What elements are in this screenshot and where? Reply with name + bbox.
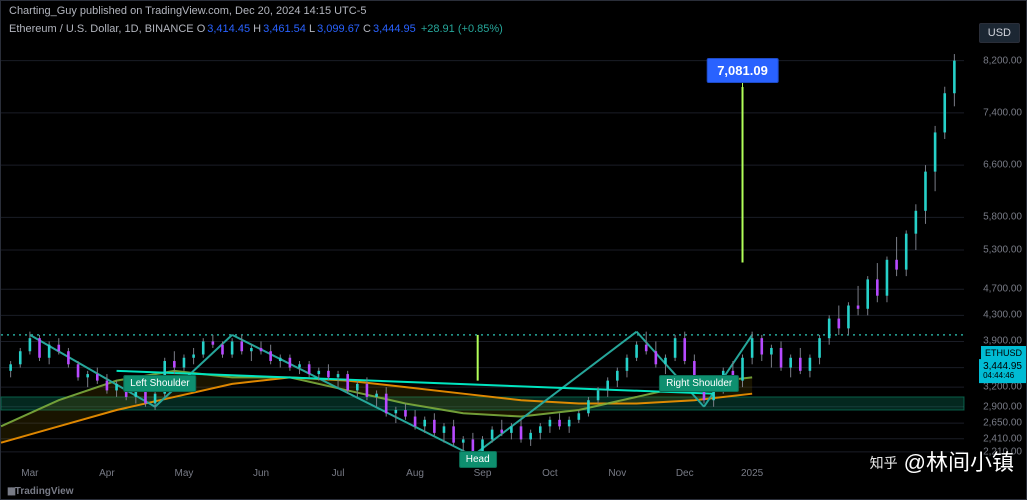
price-target-label: 7,081.09 [706, 58, 779, 83]
y-tick: 2,210.00 [983, 446, 1022, 457]
y-axis: 8,200.00 7,400.00 6,600.00 5,800.00 5,300.00… [964, 41, 1026, 459]
currency-badge[interactable]: USD [979, 23, 1020, 43]
ohlc-readout: Ethereum / U.S. Dollar, 1D, BINANCE O3,4… [9, 23, 503, 35]
y-tick: 6,600.00 [983, 160, 1022, 171]
y-tick: 8,200.00 [983, 55, 1022, 66]
x-tick: Jul [332, 468, 345, 479]
x-tick: May [175, 468, 194, 479]
publish-header: Charting_Guy published on TradingView.co… [1, 1, 1026, 23]
x-tick: Mar [21, 468, 38, 479]
x-tick: 2025 [741, 468, 763, 479]
chart-frame: Charting_Guy published on TradingView.co… [0, 0, 1027, 500]
x-axis: Mar Apr May Jun Jul Aug Sep Oct Nov Dec 2025 [1, 461, 964, 481]
y-tick: 2,900.00 [983, 401, 1022, 412]
y-tick: 4,300.00 [983, 310, 1022, 321]
x-tick: Apr [99, 468, 115, 479]
y-tick: 5,300.00 [983, 245, 1022, 256]
tradingview-logo: TradingView [7, 486, 74, 497]
symbol-tag: ETHUSD [981, 346, 1026, 360]
x-tick: Dec [676, 468, 694, 479]
y-tick: 5,800.00 [983, 212, 1022, 223]
y-tick: 7,400.00 [983, 107, 1022, 118]
y-tick: 2,410.00 [983, 433, 1022, 444]
x-tick: Nov [608, 468, 626, 479]
y-tick: 2,650.00 [983, 418, 1022, 429]
last-price-tag: 3,444.9504:44:46 [979, 359, 1026, 383]
pattern-label: Right Shoulder [659, 375, 739, 392]
chart-svg [1, 41, 964, 459]
x-tick: Jun [253, 468, 269, 479]
symbol-label: Ethereum / U.S. Dollar, 1D, BINANCE [9, 23, 194, 35]
x-tick: Sep [474, 468, 492, 479]
x-tick: Aug [406, 468, 424, 479]
x-tick: Oct [542, 468, 558, 479]
change-value: +28.91 (+0.85%) [421, 23, 503, 35]
y-tick: 4,700.00 [983, 284, 1022, 295]
chart-plot-area[interactable]: 7,081.09 Left ShoulderHeadRight Shoulder [1, 41, 964, 459]
y-tick: 3,200.00 [983, 382, 1022, 393]
pattern-label: Left Shoulder [123, 375, 197, 392]
